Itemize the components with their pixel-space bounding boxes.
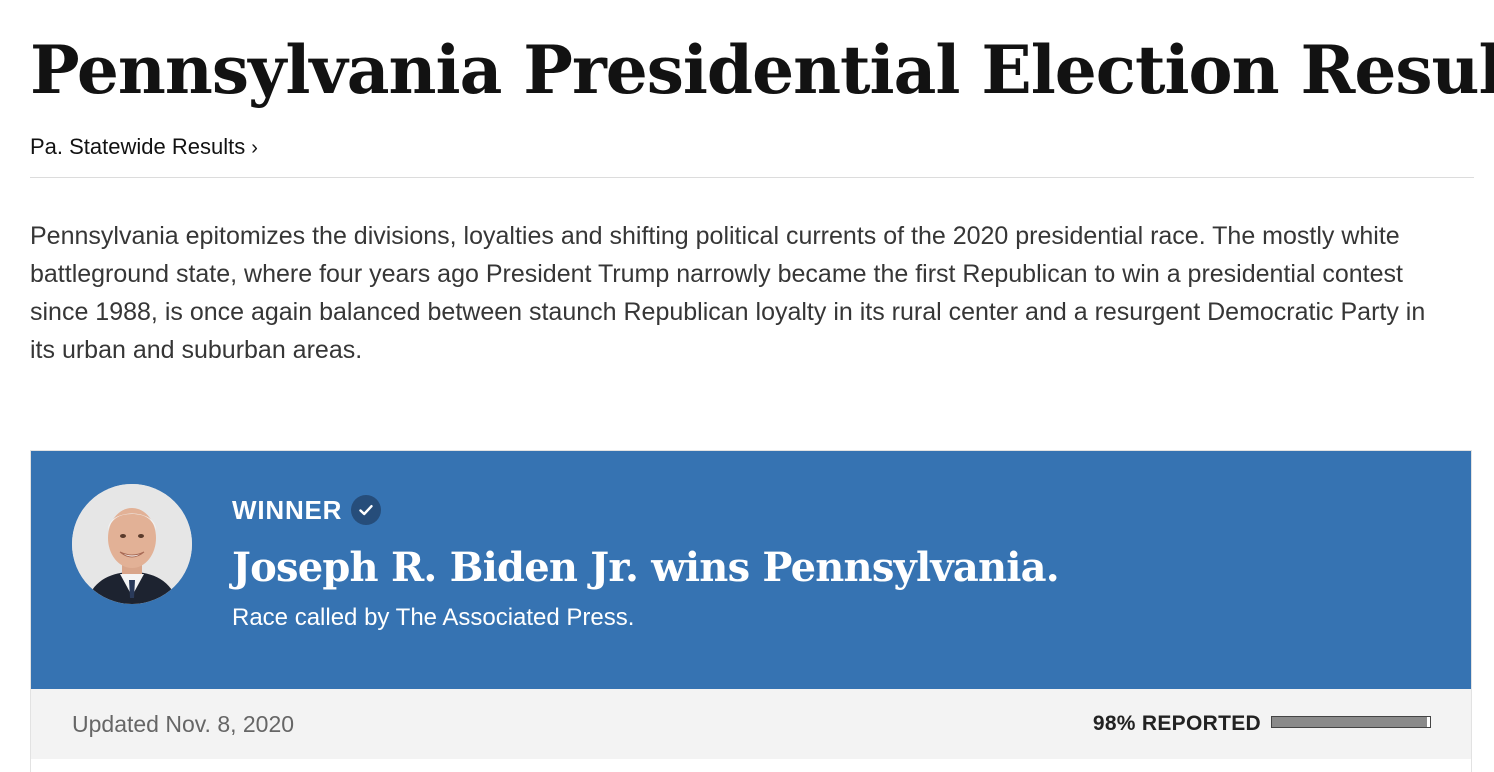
reported-progress-bar [1271,716,1431,728]
reported-progress-fill [1272,717,1427,727]
statewide-results-link[interactable]: Pa. Statewide Results › [30,132,258,163]
check-circle-icon [351,495,382,525]
divider [30,177,1474,178]
check-icon [359,505,373,516]
winner-headline: Joseph R. Biden Jr. wins Pennsylvania. [232,544,1060,591]
winner-row: WINNER [232,493,382,527]
candidate-avatar [72,484,192,604]
result-card: WINNER Joseph R. Biden Jr. wins Pennsylv… [30,450,1472,772]
reported-label: 98% REPORTED [1092,712,1261,735]
chevron-right-icon: › [251,137,258,159]
result-footer: Updated Nov. 8, 2020 98% REPORTED [31,689,1471,759]
race-called-note: Race called by The Associated Press. [232,604,635,631]
winner-label: WINNER [232,494,343,525]
intro-paragraph: Pennsylvania epitomizes the divisions, l… [30,222,1426,364]
page-title: Pennsylvania Presidential Election Resul… [30,31,1494,109]
updated-timestamp: Updated Nov. 8, 2020 [72,711,295,737]
statewide-results-link-label: Pa. Statewide Results [30,134,246,159]
winner-banner: WINNER Joseph R. Biden Jr. wins Pennsylv… [31,451,1471,689]
candidate-portrait [72,484,192,604]
